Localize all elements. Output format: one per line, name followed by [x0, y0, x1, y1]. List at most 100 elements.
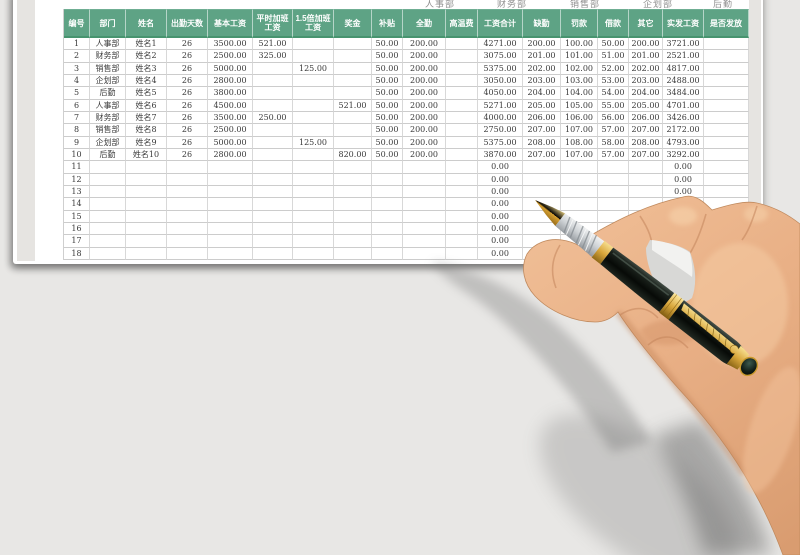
- table-cell-r18-c4: [208, 247, 253, 260]
- table-cell-r3-c10: [446, 62, 478, 75]
- salary-table: 编号 部门 姓名 出勤天数 基本工资 平时加班 工资 1.5倍加班 工资 奖金 补贴 全勤 高温费工…: [63, 9, 749, 260]
- table-cell-r16-c11: 0.00: [478, 222, 523, 236]
- table-cell-r8-c2: 姓名8: [126, 124, 167, 137]
- table-cell-r3-c17: [704, 62, 749, 75]
- table-cell-r16-c14: [598, 222, 629, 236]
- clipped-top-row: 人事部 财务部 销售部 企划部 后勤: [13, 0, 763, 10]
- table-cell-r6-c12: 205.00: [523, 99, 561, 112]
- table-cell-r15-c6: [293, 210, 334, 223]
- table-cell-r6-c5: [253, 99, 293, 112]
- table-cell-r15-c14: [598, 210, 629, 223]
- table-cell-r17-c9: [403, 235, 446, 248]
- table-cell-r12-c0: 12: [64, 173, 90, 186]
- table-cell-r4-c9: 200.00: [403, 74, 446, 88]
- table-cell-r17-c0: 17: [64, 235, 90, 248]
- table-cell-r9-c6: 125.00: [293, 136, 334, 149]
- table-cell-r6-c8: 50.00: [372, 99, 403, 112]
- table-cell-r15-c12: [523, 210, 561, 223]
- table-cell-r12-c4: [208, 173, 253, 186]
- table-cell-r11-c10: [446, 161, 478, 174]
- table-cell-r2-c8: 50.00: [372, 50, 403, 63]
- table-cell-r17-c11: 0.00: [478, 235, 523, 248]
- table-cell-r2-c17: [704, 50, 749, 63]
- table-cell-r6-c14: 55.00: [598, 99, 629, 112]
- table-cell-r9-c3: 26: [167, 136, 208, 149]
- table-cell-r6-c1: 人事部: [90, 99, 126, 112]
- table-cell-r13-c0: 13: [64, 185, 90, 199]
- table-cell-r15-c4: [208, 210, 253, 223]
- table-cell-r11-c8: [372, 161, 403, 174]
- table-cell-r16-c6: [293, 222, 334, 236]
- table-cell-r16-c10: [446, 222, 478, 236]
- table-cell-r8-c15: 207.00: [629, 124, 663, 137]
- table-cell-r9-c10: [446, 136, 478, 149]
- table-cell-r12-c17: [704, 173, 749, 186]
- table-cell-r11-c0: 11: [64, 161, 90, 174]
- table-cell-r17-c2: [126, 235, 167, 248]
- table-cell-r6-c2: 姓名6: [126, 99, 167, 112]
- table-cell-r14-c13: [561, 198, 598, 211]
- table-cell-r5-c12: 204.00: [523, 87, 561, 100]
- table-cell-r12-c14: [598, 173, 629, 186]
- table-cell-r3-c15: 202.00: [629, 62, 663, 75]
- table-cell-r14-c4: [208, 198, 253, 211]
- table-cell-r5-c17: [704, 87, 749, 100]
- table-cell-r17-c5: [253, 235, 293, 248]
- table-cell-r18-c5: [253, 247, 293, 260]
- column-header-1: 部门: [90, 9, 126, 38]
- table-cell-r3-c1: 销售部: [90, 62, 126, 75]
- table-cell-r1-c0: 1: [64, 38, 90, 51]
- table-cell-r6-c7: 521.00: [334, 99, 372, 112]
- table-cell-r10-c7: 820.00: [334, 148, 372, 162]
- table-cell-r8-c0: 8: [64, 124, 90, 137]
- clip-engraving: [687, 308, 727, 347]
- table-cell-r12-c3: [167, 173, 208, 186]
- table-cell-r17-c14: [598, 235, 629, 248]
- table-cell-r6-c13: 105.00: [561, 99, 598, 112]
- table-cell-r5-c8: 50.00: [372, 87, 403, 100]
- table-cell-r7-c5: 250.00: [253, 111, 293, 125]
- table-cell-r14-c1: [90, 198, 126, 211]
- table-cell-r2-c4: 2500.00: [208, 50, 253, 63]
- table-cell-r9-c7: [334, 136, 372, 149]
- table-cell-r10-c15: 207.00: [629, 148, 663, 162]
- table-cell-r8-c7: [334, 124, 372, 137]
- table-cell-r10-c4: 2800.00: [208, 148, 253, 162]
- table-cell-r11-c11: 0.00: [478, 161, 523, 174]
- table-cell-r11-c4: [208, 161, 253, 174]
- table-cell-r4-c16: 2488.00: [663, 74, 704, 88]
- table-cell-r1-c3: 26: [167, 38, 208, 51]
- column-header-2: 姓名: [126, 9, 167, 38]
- table-cell-r1-c8: 50.00: [372, 38, 403, 51]
- table-cell-r16-c12: [523, 222, 561, 236]
- pen-shadow-on-paper: [432, 262, 652, 452]
- table-cell-r13-c13: [561, 185, 598, 199]
- table-cell-r4-c2: 姓名4: [126, 74, 167, 88]
- table-cell-r11-c16: 0.00: [663, 161, 704, 174]
- table-cell-r6-c10: [446, 99, 478, 112]
- table-cell-r9-c15: 208.00: [629, 136, 663, 149]
- table-cell-r18-c2: [126, 247, 167, 260]
- table-cell-r12-c13: [561, 173, 598, 186]
- table-cell-r15-c5: [253, 210, 293, 223]
- table-cell-r1-c10: [446, 38, 478, 51]
- table-cell-r16-c5: [253, 222, 293, 236]
- table-cell-r4-c8: 50.00: [372, 74, 403, 88]
- table-cell-r16-c15: [629, 222, 663, 236]
- clip-ball: [729, 344, 739, 354]
- table-cell-r14-c10: [446, 198, 478, 211]
- table-cell-r7-c10: [446, 111, 478, 125]
- column-header-7: 奖金: [334, 9, 372, 38]
- table-cell-r18-c0: 18: [64, 247, 90, 260]
- table-cell-r10-c9: 200.00: [403, 148, 446, 162]
- table-cell-r10-c13: 107.00: [561, 148, 598, 162]
- table-cell-r7-c4: 3500.00: [208, 111, 253, 125]
- table-cell-r15-c8: [372, 210, 403, 223]
- table-cell-r17-c10: [446, 235, 478, 248]
- table-cell-r12-c5: [253, 173, 293, 186]
- table-cell-r7-c7: [334, 111, 372, 125]
- table-cell-r13-c6: [293, 185, 334, 199]
- table-cell-r16-c2: [126, 222, 167, 236]
- table-cell-r5-c16: 3484.00: [663, 87, 704, 100]
- table-cell-r13-c10: [446, 185, 478, 199]
